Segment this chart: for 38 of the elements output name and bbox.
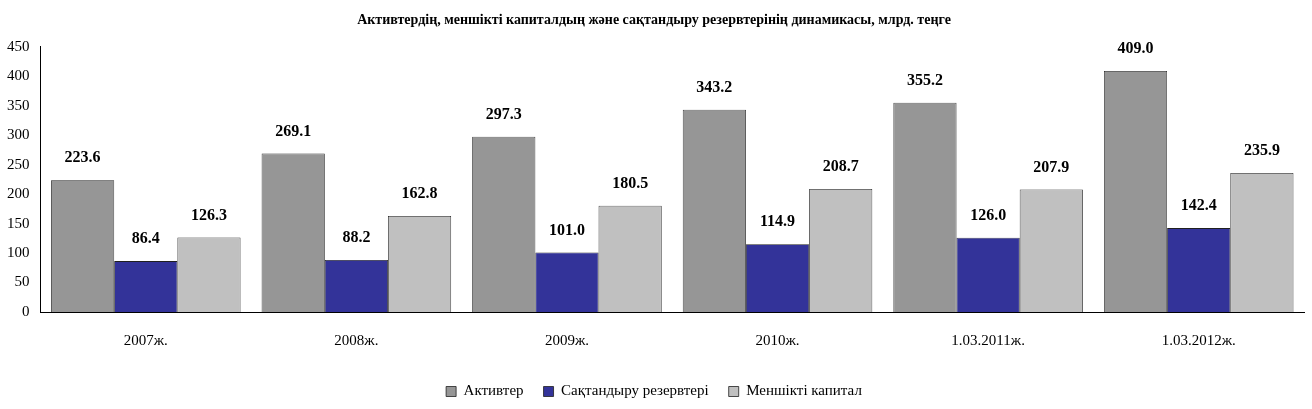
y-tick-label: 50 — [14, 273, 30, 290]
x-tick-label: 2007ж. — [123, 331, 168, 348]
y-tick-label: 400 — [7, 67, 30, 84]
y-tick-label: 0 — [22, 302, 30, 319]
legend-label: Меншікті капитал — [746, 382, 863, 399]
chart-title: Активтердің, меншікті капиталдың және сақтандыру резервтерінің динамикасы, млрд. теңге — [357, 12, 951, 28]
x-tick-label: 2009ж. — [544, 331, 590, 348]
data-label: 162.8 — [401, 184, 438, 202]
data-label: 142.4 — [1180, 196, 1217, 214]
data-label: 409.0 — [1117, 39, 1154, 57]
data-label: 180.5 — [612, 173, 649, 191]
data-label: 355.2 — [906, 70, 943, 88]
y-tick-label: 300 — [7, 126, 30, 143]
x-tick-label: 1.03.2011ж. — [951, 331, 1025, 348]
data-label: 126.3 — [190, 205, 227, 223]
y-tick-label: 350 — [7, 96, 30, 113]
y-tick-label: 450 — [7, 37, 30, 54]
data-label: 235.9 — [1243, 141, 1280, 159]
data-label: 88.2 — [342, 228, 371, 246]
data-label: 86.4 — [131, 229, 160, 247]
data-label: 126.0 — [970, 205, 1007, 223]
data-label: 207.9 — [1033, 157, 1070, 175]
data-label: 101.0 — [548, 220, 585, 238]
legend-label: Сақтандыру резервтері — [561, 382, 709, 399]
legend-label: Активтер — [463, 382, 524, 399]
y-tick-label: 200 — [7, 185, 30, 202]
data-label: 297.3 — [485, 104, 522, 122]
x-tick-label: 2010ж. — [755, 331, 800, 348]
data-label: 208.7 — [822, 157, 859, 175]
data-label: 223.6 — [64, 148, 101, 166]
data-label: 269.1 — [275, 121, 312, 139]
y-tick-label: 150 — [7, 214, 30, 231]
y-tick-label: 100 — [7, 244, 30, 260]
x-tick-label: 1.03.2012ж. — [1161, 331, 1236, 348]
y-tick-label: 250 — [7, 155, 30, 172]
data-label: 343.2 — [696, 77, 733, 95]
data-label: 114.9 — [759, 212, 796, 230]
x-tick-label: 2008ж. — [334, 331, 379, 348]
